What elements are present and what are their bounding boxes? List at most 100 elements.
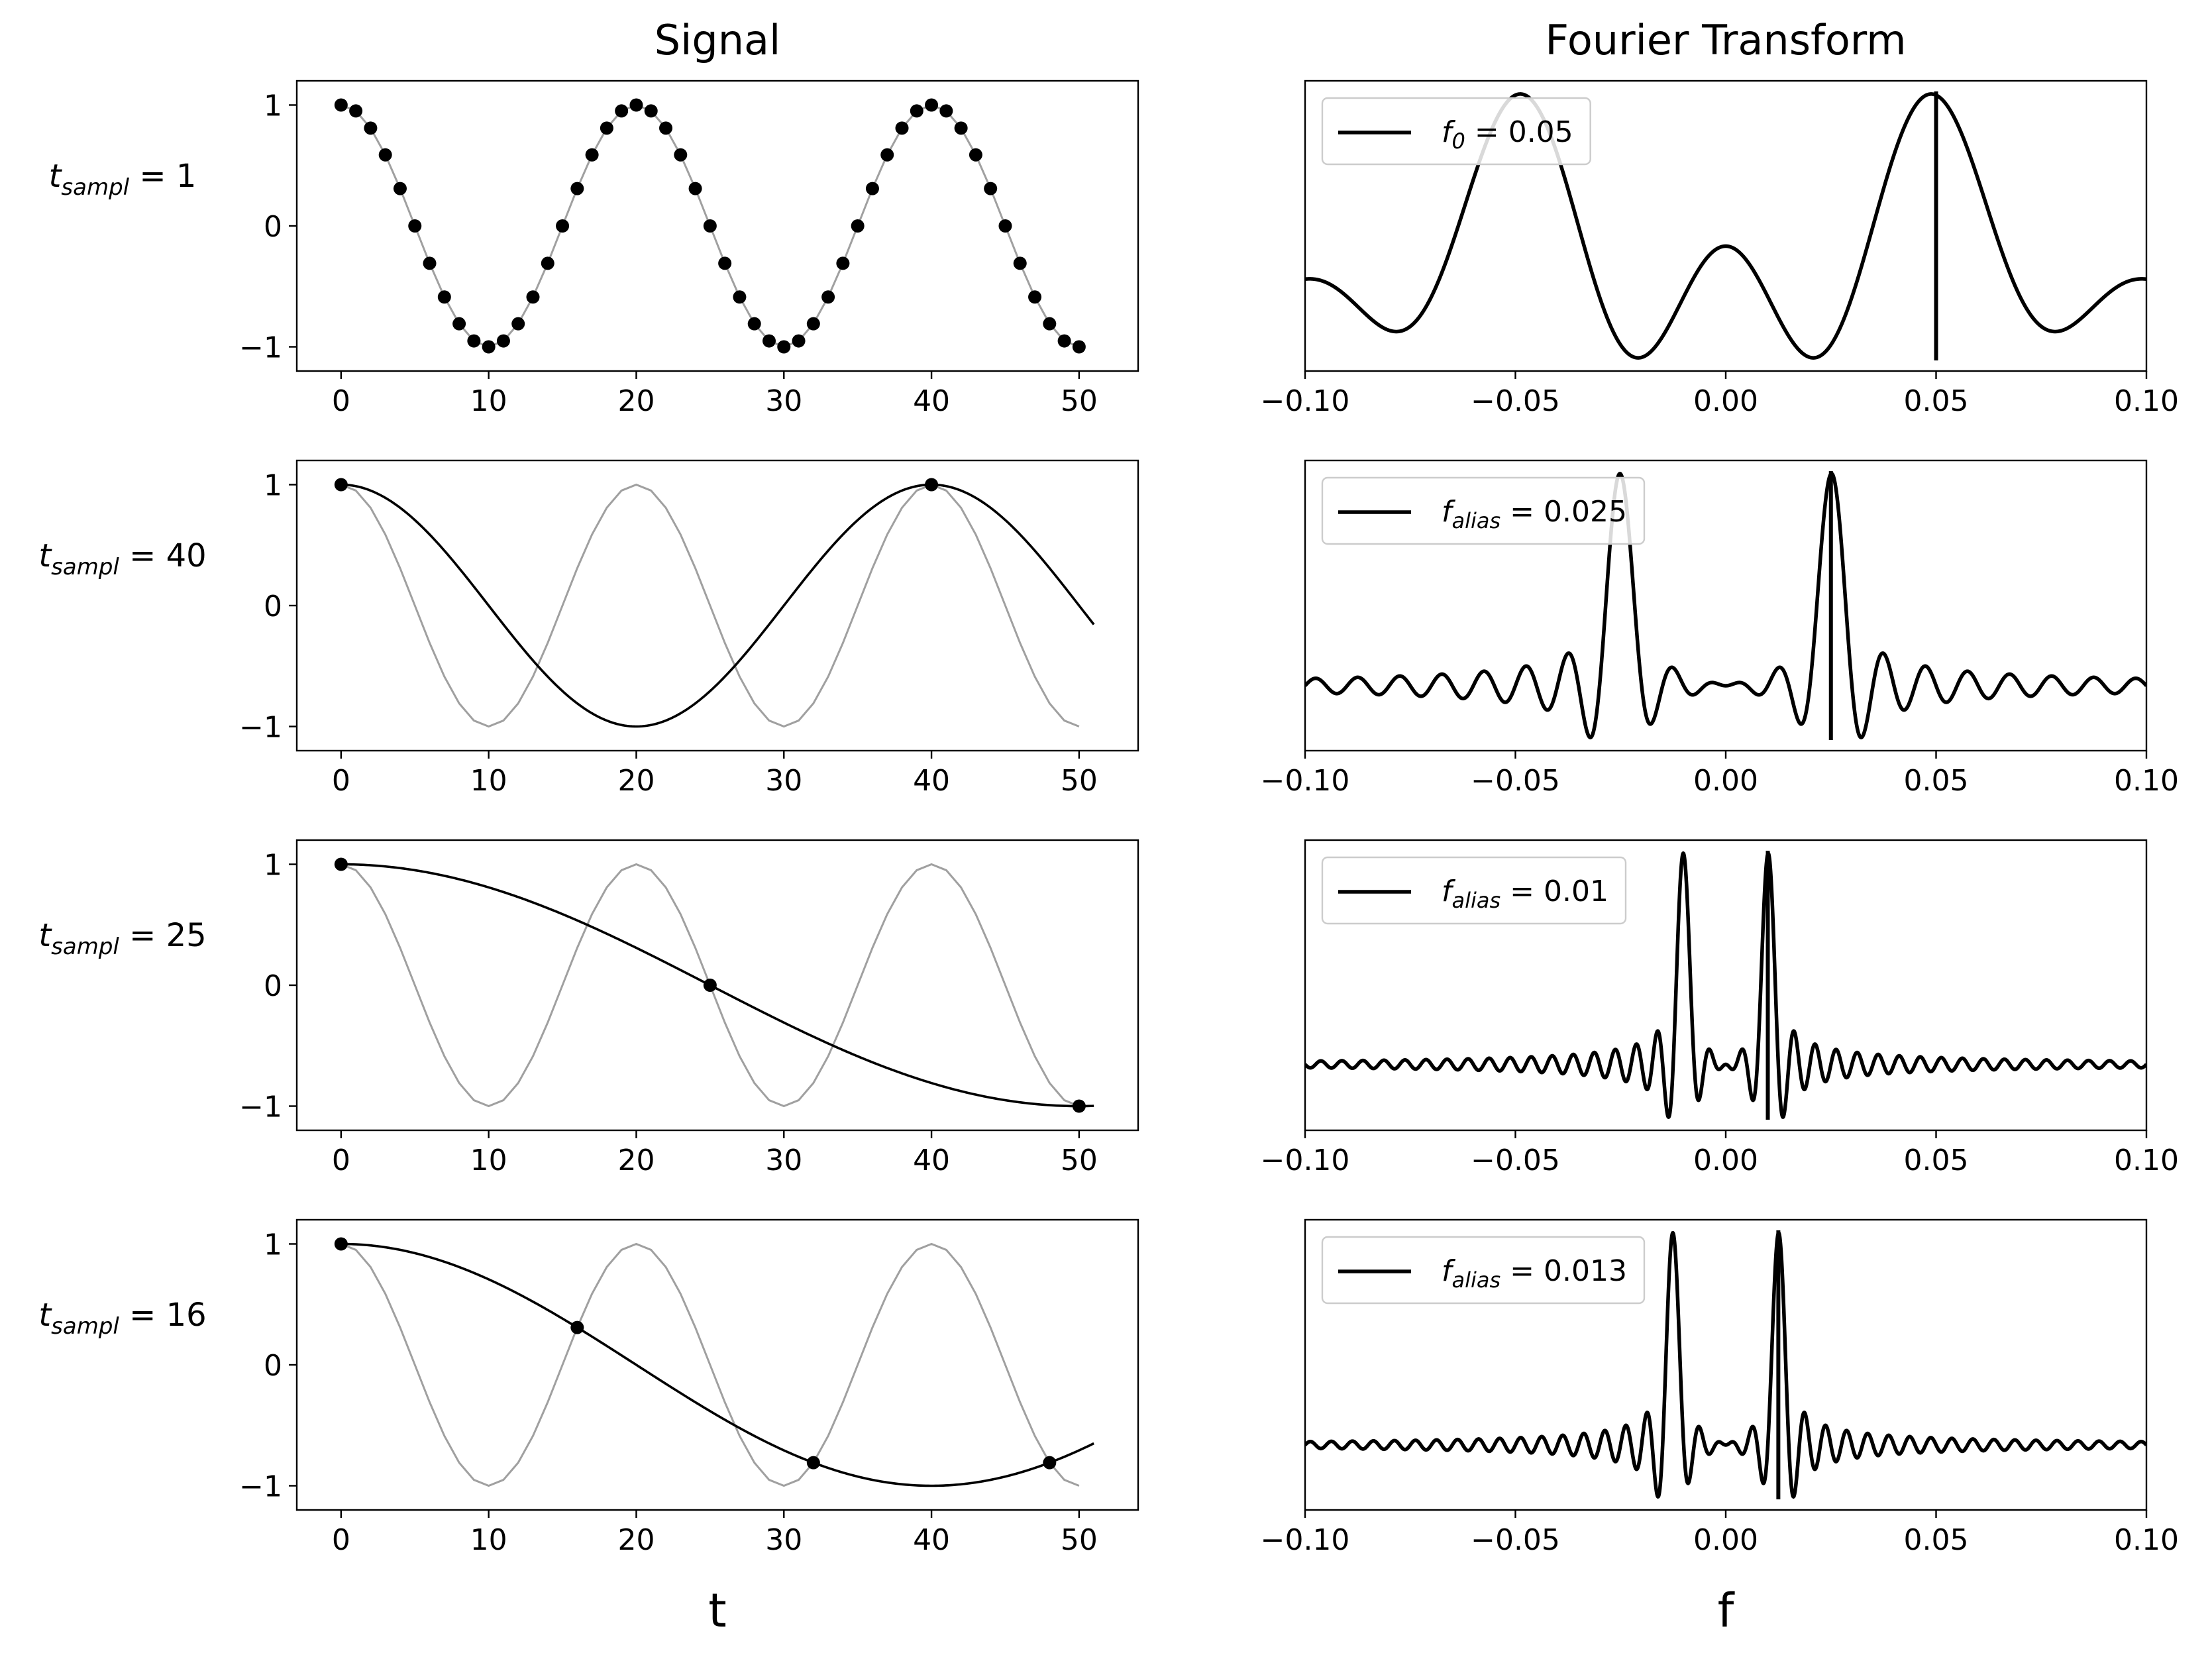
sample-point (984, 182, 998, 195)
sample-point (703, 219, 717, 233)
sample-point (1057, 334, 1071, 348)
legend-box (1321, 856, 1627, 925)
sample-point (526, 290, 540, 304)
sample-point (880, 148, 894, 162)
x-tick-label: 20 (617, 1523, 655, 1557)
alias-signal-line (341, 483, 1095, 728)
x-tick-label: 50 (1061, 1523, 1098, 1557)
y-tick-label: −1 (239, 331, 282, 365)
x-tick-label: 0.00 (1693, 764, 1758, 798)
x-tick-label: 40 (913, 384, 950, 418)
alias-signal-line (341, 863, 1094, 1108)
sample-point (585, 148, 599, 162)
x-tick-label: −0.05 (1471, 384, 1560, 418)
y-tick-label: −1 (239, 711, 282, 745)
y-tick-label: 1 (264, 469, 282, 503)
x-tick-label: 0.10 (2114, 384, 2179, 418)
legend: falias = 0.013 (1321, 1236, 1646, 1305)
sample-point (615, 104, 629, 118)
x-tick-label: 30 (765, 764, 802, 798)
signal-x-axis-label: t (708, 1583, 726, 1638)
sample-point (969, 148, 982, 162)
x-tick-label: 0.10 (2114, 764, 2179, 798)
x-tick-label: 20 (617, 384, 655, 418)
sample-point (511, 317, 525, 331)
x-tick-label: 0.10 (2114, 1523, 2179, 1557)
x-tick-label: 0.00 (1693, 384, 1758, 418)
x-tick-label: 0.00 (1693, 1523, 1758, 1557)
x-tick-label: −0.10 (1261, 1144, 1350, 1177)
x-tick-label: 0 (332, 1523, 350, 1557)
fourier-x-axis-label: f (1718, 1583, 1735, 1638)
signal-panel-3: 0 10 20 30 40 50 −1 0 1 (239, 839, 1139, 1177)
x-tick-label: −0.05 (1471, 1523, 1560, 1557)
y-tick-label: 1 (264, 849, 282, 883)
legend: falias = 0.025 (1321, 476, 1646, 545)
y-tick-label: 0 (264, 1349, 282, 1383)
fourier-panel-2: −0.10 −0.05 0.00 0.05 0.10 falias = 0.025 (1261, 459, 2179, 798)
signal-panel-2: 0 10 20 30 40 50 −1 0 1 (239, 459, 1139, 798)
sample-point (1043, 317, 1057, 331)
spectrum-line (1305, 472, 2146, 739)
sample-point (674, 148, 688, 162)
x-tick-label: 0.10 (2114, 1144, 2179, 1177)
sample-point (1072, 1099, 1086, 1113)
x-tick-label: 50 (1061, 764, 1098, 798)
spectrum-line (1305, 1231, 2146, 1499)
row-label-3: tsampl = 25 (38, 917, 206, 960)
x-tick-label: 10 (470, 1523, 507, 1557)
sample-point (452, 317, 466, 331)
fourier-panel-3: −0.10 −0.05 0.00 0.05 0.10 falias = 0.01 (1261, 839, 2179, 1177)
sample-point (806, 317, 820, 331)
alias-signal-line (341, 1242, 1094, 1487)
x-tick-label: 10 (470, 764, 507, 798)
y-tick-label: −1 (239, 1091, 282, 1124)
true-signal-line (341, 483, 1080, 728)
x-tick-label: −0.10 (1261, 764, 1350, 798)
x-tick-label: 20 (617, 764, 655, 798)
sample-point (334, 98, 348, 112)
sample-point (910, 104, 923, 118)
x-tick-label: −0.05 (1471, 764, 1560, 798)
sample-point (600, 121, 613, 135)
signal-panel-1: 0 10 20 30 40 50 −1 0 1 (239, 80, 1139, 418)
sample-point (423, 256, 437, 270)
sample-point (467, 334, 481, 348)
sample-point (806, 1456, 820, 1470)
x-tick-label: −0.10 (1261, 384, 1350, 418)
row-label-1: tsampl = 1 (49, 158, 197, 201)
sample-point (556, 219, 570, 233)
sample-point (393, 182, 407, 195)
legend-box (1321, 97, 1591, 166)
legend-label: falias = 0.01 (1442, 875, 1608, 913)
x-tick-label: 40 (913, 1523, 950, 1557)
x-tick-label: 0.05 (1904, 1523, 1969, 1557)
x-tick-label: −0.05 (1471, 1144, 1560, 1177)
sample-point (1043, 1456, 1057, 1470)
y-tick-label: −1 (239, 1470, 282, 1504)
x-tick-label: 10 (470, 384, 507, 418)
row-label-2: tsampl = 40 (38, 537, 206, 580)
sample-point (644, 104, 658, 118)
sample-point (541, 256, 554, 270)
sample-point (792, 334, 806, 348)
x-tick-label: 50 (1061, 1144, 1098, 1177)
sample-point (925, 98, 939, 112)
x-tick-label: 0 (332, 1144, 350, 1177)
sample-point (349, 104, 363, 118)
sample-point (659, 121, 673, 135)
fourier-panel-4: −0.10 −0.05 0.00 0.05 0.10 falias = 0.013 (1261, 1218, 2179, 1557)
legend-label: falias = 0.013 (1442, 1254, 1627, 1293)
sample-point (408, 219, 422, 233)
signal-panel-4: 0 10 20 30 40 50 −1 0 1 (239, 1218, 1139, 1557)
sample-point (954, 121, 968, 135)
legend-label: falias = 0.025 (1442, 495, 1627, 533)
sample-point (925, 478, 939, 492)
sample-point (762, 334, 776, 348)
x-tick-label: 40 (913, 764, 950, 798)
sample-point (1013, 256, 1027, 270)
sample-point (437, 290, 451, 304)
legend-box (1321, 476, 1646, 545)
x-tick-label: 50 (1061, 384, 1098, 418)
x-tick-label: 0.00 (1693, 1144, 1758, 1177)
